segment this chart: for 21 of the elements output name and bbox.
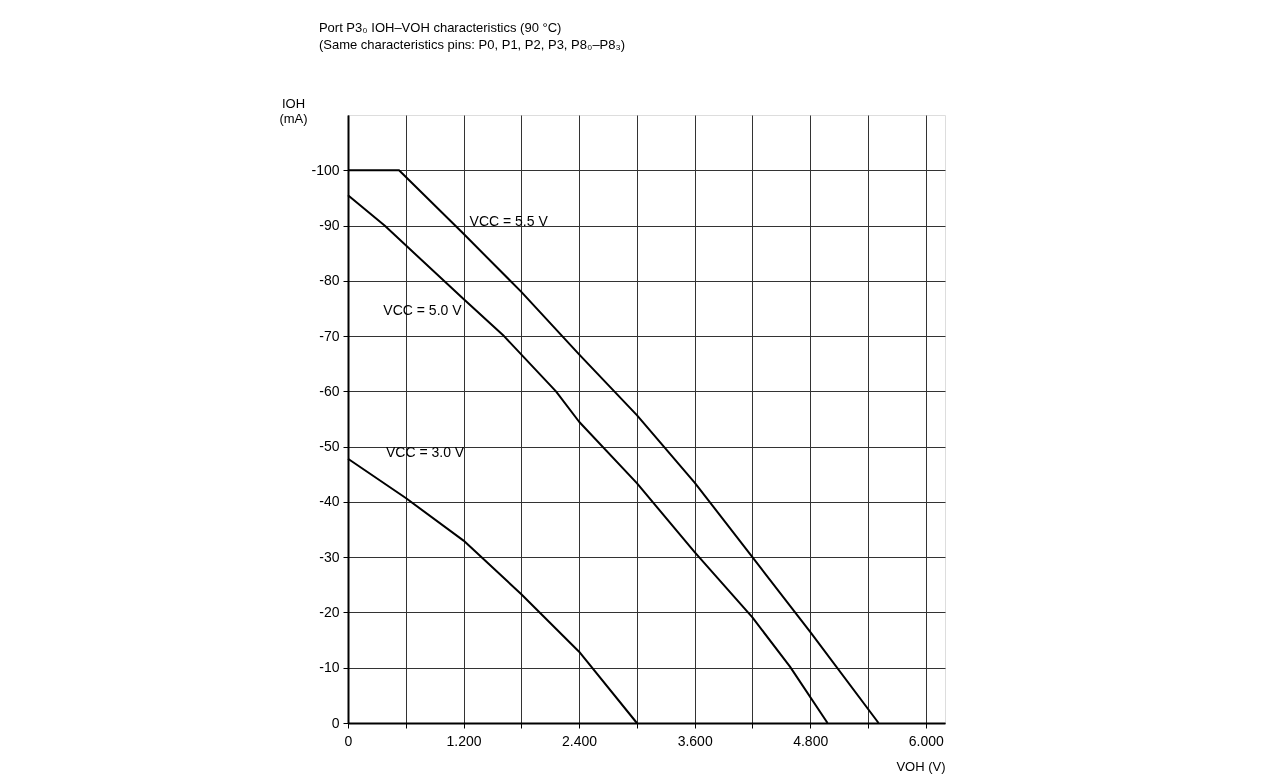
y-tick-label: -60: [319, 382, 340, 399]
y-tick-label: -100: [311, 161, 340, 178]
y-axis-title: IOH (mA): [279, 95, 308, 126]
y-tick-label: -40: [319, 493, 340, 510]
y-tick-label: -80: [319, 272, 340, 289]
x-axis-title: VOH (V): [896, 758, 946, 774]
y-tick-label: -30: [319, 548, 340, 565]
chart-title: Port P3₀ IOH–VOH characteristics (90 °C): [318, 20, 562, 35]
x-tick-label: 2.400: [562, 732, 598, 749]
y-tick-label: -70: [319, 327, 340, 344]
x-tick-label: 1.200: [446, 732, 482, 749]
y-tick-label: 0: [331, 714, 340, 731]
x-tick-label: 3.600: [677, 732, 713, 749]
y-tick-label: -20: [319, 603, 340, 620]
y-tick-label: -10: [319, 659, 340, 676]
y-tick-label: -90: [319, 217, 340, 234]
x-tick-label: 6.000: [908, 732, 944, 749]
y-tick-label: -50: [319, 438, 340, 455]
x-tick-label: 4.800: [793, 732, 829, 749]
chart-subtitle: (Same characteristics pins: P0, P1, P2, P3, P8₀–P8₃): [318, 37, 626, 52]
x-tick-label: 0: [344, 732, 353, 749]
